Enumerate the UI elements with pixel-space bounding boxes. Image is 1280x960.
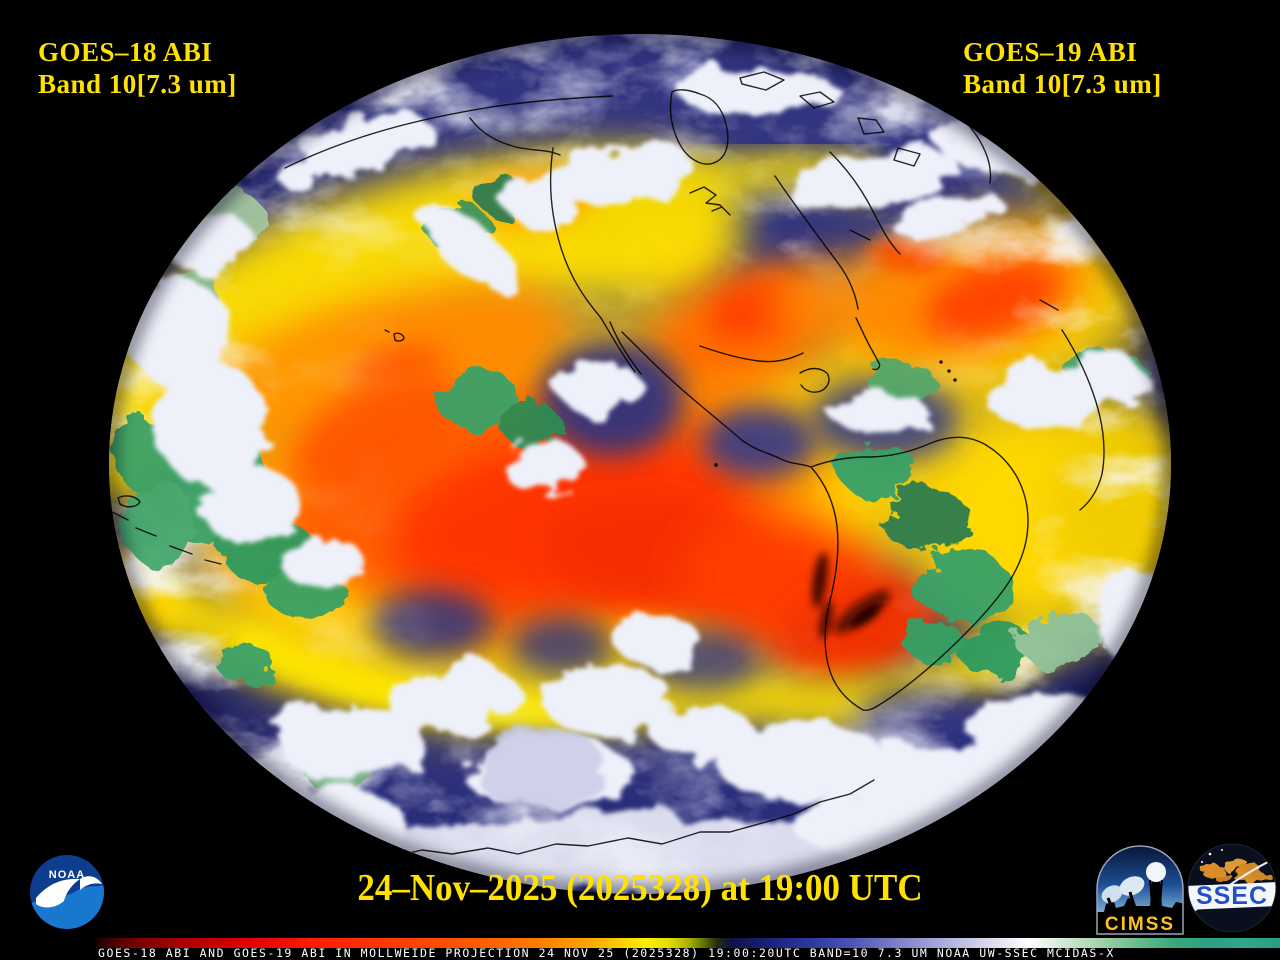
goes18-label-line2: Band 10[7.3 um]	[38, 69, 237, 99]
dark-dry-anomaly	[812, 552, 891, 640]
timestamp-label: 24–Nov–2025 (2025328) at 19:00 UTC	[357, 867, 923, 909]
satellite-dish-icon	[1119, 876, 1145, 896]
ssec-wordmark: SSEC	[1196, 882, 1268, 910]
colorbar	[0, 938, 1280, 948]
statusbar-caption: GOES-18 ABI AND GOES-19 ABI IN MOLLWEIDE…	[98, 946, 1115, 960]
goes18-label: GOES–18 ABI Band 10[7.3 um]	[38, 36, 237, 100]
cimss-wordmark: CIMSS	[1105, 914, 1175, 935]
goes19-label: GOES–19 ABI Band 10[7.3 um]	[963, 36, 1162, 100]
goes19-label-line1: GOES–19 ABI	[963, 37, 1138, 67]
goes19-label-line2: Band 10[7.3 um]	[963, 69, 1162, 99]
noaa-wordmark: NOAA	[49, 869, 85, 881]
goes18-label-line1: GOES–18 ABI	[38, 37, 213, 67]
radome-tower-icon	[1146, 862, 1166, 882]
noaa-bird-icon	[36, 878, 80, 908]
noaa-logo-icon: NOAA	[30, 855, 104, 929]
orbit-arc-icon	[1189, 857, 1276, 915]
satellite-dish-icon	[1101, 885, 1123, 903]
ssec-logo-icon: SSEC	[1187, 843, 1277, 933]
cimss-logo-icon: CIMSS	[1096, 845, 1184, 935]
